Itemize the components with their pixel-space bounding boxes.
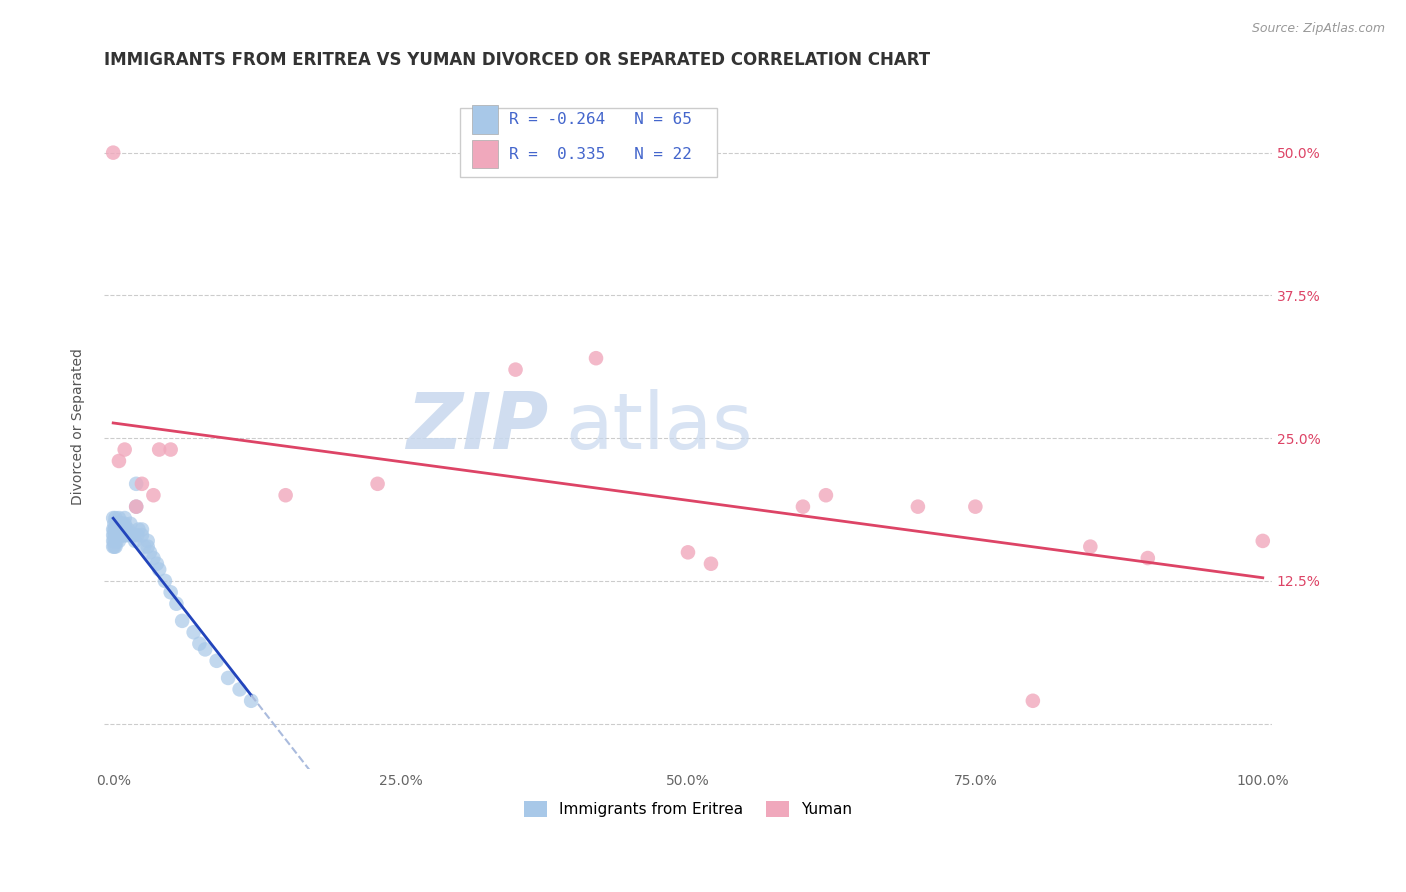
Point [127,528,149,542]
Text: atlas: atlas [565,389,752,465]
Point [103,511,125,525]
Point [121,528,143,542]
Point [103,540,125,554]
Point [142,551,165,566]
Point [114,516,136,531]
Point [105,533,128,548]
Point [120,528,142,542]
Point [274,488,297,502]
Point [1078,540,1101,554]
Point [165,597,187,611]
Point [585,351,607,366]
Point [107,528,129,542]
Point [108,516,131,531]
Point [103,533,125,548]
Point [907,500,929,514]
Point [139,545,162,559]
Point [792,500,814,514]
Point [105,516,128,531]
Point [125,500,148,514]
Point [120,516,142,531]
Point [103,540,125,554]
Point [114,442,136,457]
Point [108,528,131,542]
Point [103,523,125,537]
Legend: Immigrants from Eritrea, Yuman: Immigrants from Eritrea, Yuman [517,795,858,823]
Point [148,562,170,576]
FancyBboxPatch shape [472,105,498,134]
Point [110,523,132,537]
Point [114,528,136,542]
Point [117,523,139,537]
Text: R =  0.335   N = 22: R = 0.335 N = 22 [509,146,692,161]
Point [112,523,135,537]
Point [159,585,181,599]
Point [108,528,131,542]
Point [124,533,146,548]
Point [153,574,176,588]
Point [103,516,125,531]
Point [205,654,228,668]
Point [110,523,132,537]
Point [367,476,389,491]
Point [159,442,181,457]
FancyBboxPatch shape [472,140,498,169]
Point [1022,694,1045,708]
Text: IMMIGRANTS FROM ERITREA VS YUMAN DIVORCED OR SEPARATED CORRELATION CHART: IMMIGRANTS FROM ERITREA VS YUMAN DIVORCE… [104,51,931,69]
Point [103,145,125,160]
Point [505,362,527,376]
Point [148,442,170,457]
Point [131,528,153,542]
Text: R = -0.264   N = 65: R = -0.264 N = 65 [509,112,692,128]
Point [125,500,148,514]
Point [125,476,148,491]
Point [122,528,145,542]
Point [1136,551,1159,566]
Point [676,545,699,559]
Text: ZIP: ZIP [405,389,548,465]
Point [146,557,169,571]
Point [700,557,723,571]
Point [114,511,136,525]
Point [228,682,250,697]
Point [103,528,125,542]
Point [103,528,125,542]
Point [104,528,127,542]
Point [108,511,131,525]
Point [127,523,149,537]
Point [108,454,131,468]
Point [108,533,131,548]
Point [183,625,205,640]
Point [111,528,134,542]
Point [188,637,211,651]
Point [142,488,165,502]
Point [136,540,159,554]
Point [115,528,138,542]
Point [111,516,134,531]
Point [103,523,125,537]
Point [965,500,987,514]
Point [105,524,128,539]
Point [134,540,156,554]
Point [114,524,136,539]
FancyBboxPatch shape [460,108,717,177]
Point [172,614,194,628]
Point [103,533,125,548]
Point [240,694,263,708]
Text: Source: ZipAtlas.com: Source: ZipAtlas.com [1251,22,1385,36]
Point [814,488,837,502]
Point [1251,533,1274,548]
Point [217,671,239,685]
Point [136,533,159,548]
Point [104,511,127,525]
Y-axis label: Divorced or Separated: Divorced or Separated [72,348,86,505]
Point [131,523,153,537]
Point [104,540,127,554]
Point [194,642,217,657]
Point [104,523,127,537]
Point [107,523,129,537]
Point [114,523,136,537]
Point [131,476,153,491]
